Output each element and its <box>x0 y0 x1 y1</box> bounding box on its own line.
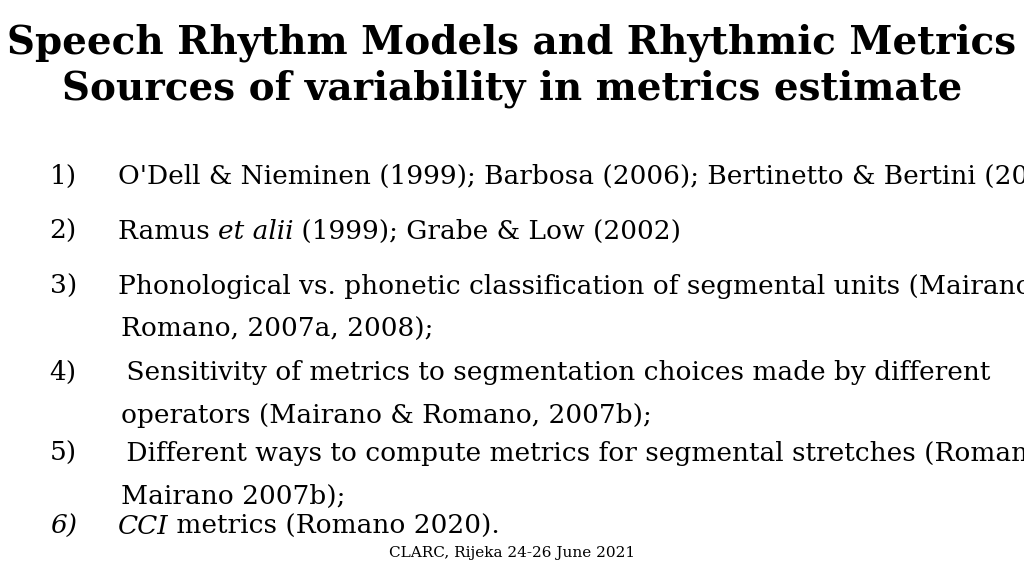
Text: 4): 4) <box>50 360 77 385</box>
Text: CLARC, Rijeka 24-26 June 2021: CLARC, Rijeka 24-26 June 2021 <box>389 546 635 560</box>
Text: Sensitivity of metrics to segmentation choices made by different: Sensitivity of metrics to segmentation c… <box>118 360 990 385</box>
Text: 1): 1) <box>50 164 77 189</box>
Text: (1999); Grabe & Low (2002): (1999); Grabe & Low (2002) <box>294 219 681 244</box>
Text: Mairano 2007b);: Mairano 2007b); <box>121 484 345 509</box>
Text: 3): 3) <box>49 274 77 298</box>
Text: 5): 5) <box>50 441 77 465</box>
Text: 2): 2) <box>49 219 77 244</box>
Text: Phonological vs. phonetic classification of segmental units (Mairano &: Phonological vs. phonetic classification… <box>118 274 1024 298</box>
Text: Romano, 2007a, 2008);: Romano, 2007a, 2008); <box>121 317 433 342</box>
Text: Different ways to compute metrics for segmental stretches (Romano &: Different ways to compute metrics for se… <box>118 441 1024 465</box>
Text: metrics (Romano 2020).: metrics (Romano 2020). <box>168 514 500 539</box>
Text: CCI: CCI <box>118 514 168 539</box>
Text: Speech Rhythm Models and Rhythmic Metrics
Sources of variability in metrics esti: Speech Rhythm Models and Rhythmic Metric… <box>7 23 1017 108</box>
Text: et alii: et alii <box>218 219 294 244</box>
Text: Ramus: Ramus <box>118 219 218 244</box>
Text: O'Dell & Nieminen (1999); Barbosa (2006); Bertinetto & Bertini (2011): O'Dell & Nieminen (1999); Barbosa (2006)… <box>118 164 1024 189</box>
Text: operators (Mairano & Romano, 2007b);: operators (Mairano & Romano, 2007b); <box>121 403 651 428</box>
Text: 6): 6) <box>50 514 77 539</box>
